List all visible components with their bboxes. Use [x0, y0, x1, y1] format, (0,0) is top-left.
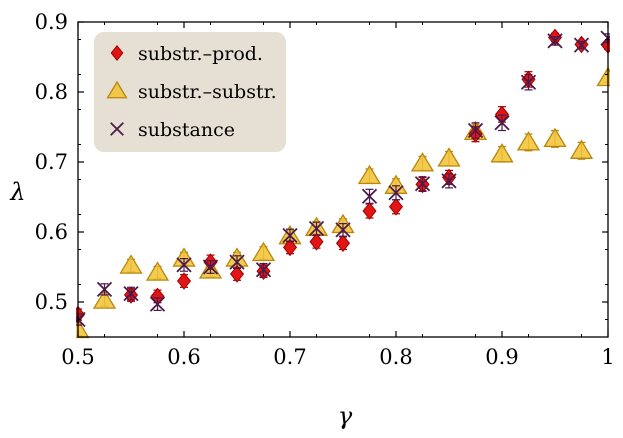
axes: 0.5 0.6 0.7 0.8 0.9 1 0.5 0.6 0.7 0.8 0.9	[35, 10, 615, 369]
data-point-triangle	[490, 143, 514, 163]
data-point-diamond	[309, 232, 324, 251]
data-layer	[76, 28, 610, 339]
series-2	[76, 30, 610, 328]
legend-label: substr.–substr.	[138, 81, 277, 103]
x-tick-label: 0.8	[379, 345, 412, 369]
data-point-x	[414, 176, 431, 192]
x-marker-stroke	[335, 222, 351, 238]
data-point-triangle	[543, 127, 567, 148]
data-point-triangle	[410, 152, 435, 172]
data-point-triangle	[119, 254, 143, 274]
data-point-x	[573, 37, 590, 53]
x-marker-stroke	[441, 173, 457, 189]
x-marker-stroke	[255, 262, 272, 278]
data-point-x	[176, 257, 192, 273]
data-point-x	[282, 227, 298, 244]
data-point-diamond	[282, 238, 298, 257]
data-point-x	[361, 188, 378, 204]
legend-marker-x	[110, 122, 124, 136]
legend-label: substance	[138, 119, 235, 141]
data-point-x	[308, 220, 325, 237]
data-point-x	[229, 254, 245, 270]
x-marker-stroke	[123, 285, 139, 302]
x-marker-stroke	[573, 37, 590, 53]
x-marker-stroke	[282, 227, 298, 244]
x-marker-stroke	[308, 220, 325, 237]
x-tick-label: 0.5	[61, 345, 94, 369]
x-marker-stroke	[202, 259, 219, 275]
x-marker-stroke	[110, 122, 124, 136]
x-marker-stroke	[414, 176, 431, 192]
x-axis-label: γ	[338, 402, 353, 430]
data-point-diamond	[335, 234, 351, 253]
x-marker-stroke	[176, 257, 192, 273]
x-marker-stroke	[96, 281, 113, 298]
legend-marker-diamond	[110, 44, 124, 62]
data-point-x	[123, 285, 139, 302]
data-point-diamond	[176, 272, 192, 290]
x-marker-stroke	[520, 74, 537, 90]
x-marker-stroke	[467, 122, 484, 139]
data-point-x	[255, 262, 272, 278]
x-marker-stroke	[547, 33, 563, 49]
x-marker-stroke	[229, 254, 245, 270]
data-point-x	[494, 115, 510, 131]
data-point-x	[441, 173, 457, 189]
x-marker-stroke	[494, 115, 510, 131]
data-point-triangle	[569, 139, 594, 159]
legend-box	[94, 32, 286, 152]
data-point-x	[520, 74, 537, 90]
x-tick-label: 0.6	[167, 345, 200, 369]
plot-area	[76, 28, 610, 339]
data-point-diamond	[388, 197, 404, 216]
legend-marker-triangle	[106, 80, 128, 99]
y-tick-label: 0.8	[35, 80, 68, 104]
data-point-triangle	[357, 164, 382, 185]
data-point-x	[547, 33, 563, 49]
data-point-triangle	[251, 241, 276, 262]
data-point-triangle	[437, 147, 461, 167]
data-point-diamond	[362, 202, 377, 220]
y-tick-label: 0.6	[35, 220, 68, 244]
x-tick-label: 0.7	[273, 345, 306, 369]
y-tick-label: 0.9	[35, 10, 68, 34]
x-marker-stroke	[388, 185, 404, 201]
data-point-x	[388, 185, 404, 201]
x-tick-label: 1	[601, 345, 614, 369]
legend-label: substr.–prod.	[138, 43, 263, 65]
x-marker-stroke	[149, 296, 166, 312]
data-point-x	[467, 122, 484, 139]
data-point-x	[96, 281, 113, 298]
y-tick-label: 0.7	[35, 150, 68, 174]
data-point-x	[202, 259, 219, 275]
data-point-triangle	[516, 131, 541, 151]
x-tick-label: 0.9	[485, 345, 518, 369]
y-axis-label: λ	[9, 178, 25, 206]
x-marker-stroke	[361, 188, 378, 204]
y-tick-label: 0.5	[35, 290, 68, 314]
data-point-triangle	[145, 261, 170, 281]
data-point-diamond	[229, 265, 245, 283]
data-point-x	[149, 296, 166, 312]
data-point-x	[335, 222, 351, 238]
legend: substr.–prod. substr.–substr. substance	[94, 32, 286, 152]
data-point-triangle	[92, 289, 117, 309]
